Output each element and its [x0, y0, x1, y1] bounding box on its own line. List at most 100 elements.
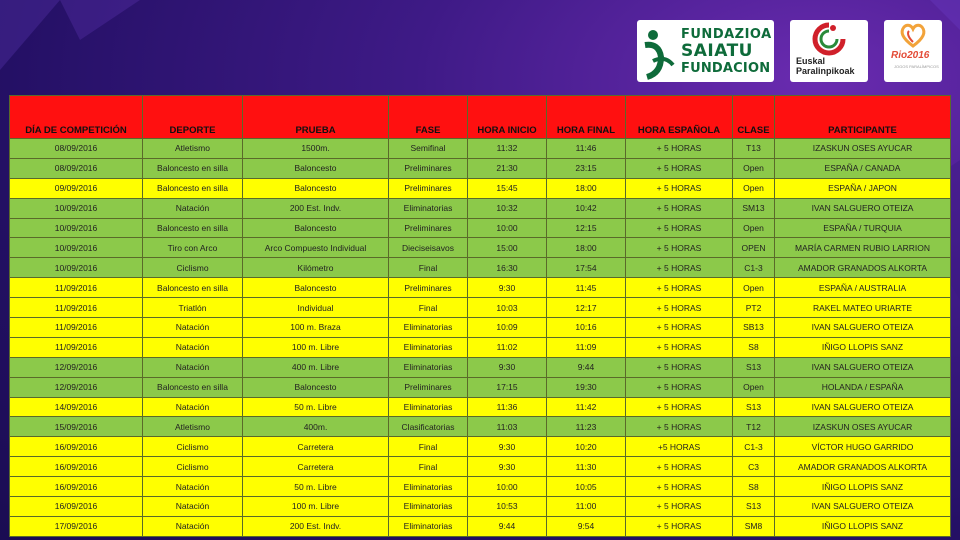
table-cell: + 5 HORAS	[625, 416, 733, 438]
table-cell: Baloncesto	[242, 376, 389, 398]
table-cell: + 5 HORAS	[625, 356, 733, 378]
table-cell: IÑIGO LLOPIS SANZ	[774, 515, 951, 537]
table-cell: PT2	[732, 297, 775, 319]
table-cell: Final	[388, 456, 468, 478]
rio-logo-text: Rio2016	[891, 50, 930, 61]
table-cell: Eliminatorias	[388, 396, 468, 418]
table-cell: 9:30	[467, 436, 547, 458]
table-cell: + 5 HORAS	[625, 396, 733, 418]
table-row: 11/09/2016 Triatlón Individual Final 10:03 12…	[9, 297, 951, 319]
table-cell: 17:54	[546, 257, 626, 279]
header-cell: PRUEBA	[242, 95, 389, 139]
table-cell: Final	[388, 297, 468, 319]
table-row: 10/09/2016 Natación 200 Est. Indv. Eliminat…	[9, 197, 951, 219]
table-cell: Preliminares	[388, 157, 468, 179]
table-cell: Preliminares	[388, 177, 468, 199]
table-row: 11/09/2016 Natación 100 m. Braza Eliminator…	[9, 317, 951, 338]
table-cell: 11:45	[546, 277, 626, 299]
table-cell: IÑIGO LLOPIS SANZ	[774, 476, 951, 498]
table-cell: 100 m. Braza	[242, 317, 389, 338]
table-cell: 18:00	[546, 177, 626, 199]
table-cell: + 5 HORAS	[625, 515, 733, 537]
table-cell: 400 m. Libre	[242, 356, 389, 378]
header-cell: HORA ESPAÑOLA	[625, 95, 733, 139]
table-cell: Natación	[142, 515, 243, 537]
table-cell: 17/09/2016	[9, 515, 143, 537]
table-cell: Natación	[142, 396, 243, 418]
table-cell: Open	[732, 217, 775, 239]
table-cell: 11/09/2016	[9, 297, 143, 319]
table-cell: + 5 HORAS	[625, 336, 733, 358]
table-cell: 16/09/2016	[9, 476, 143, 498]
table-cell: Eliminatorias	[388, 356, 468, 378]
table-cell: 16/09/2016	[9, 456, 143, 478]
table-cell: 23:15	[546, 157, 626, 179]
table-row: 09/09/2016 Baloncesto en silla Baloncesto P…	[9, 177, 951, 199]
table-cell: 11:02	[467, 336, 547, 358]
table-cell: ESPAÑA / JAPON	[774, 177, 951, 199]
table-cell: 10:05	[546, 476, 626, 498]
table-cell: + 5 HORAS	[625, 197, 733, 219]
table-cell: IVAN SALGUERO OTEIZA	[774, 356, 951, 378]
rio-logo-subtext: JOGOS PARALÍMPICOS	[894, 64, 939, 69]
table-cell: + 5 HORAS	[625, 217, 733, 239]
table-cell: 11:36	[467, 396, 547, 418]
table-cell: +5 HORAS	[625, 436, 733, 458]
table-cell: IZASKUN OSES AYUCAR	[774, 416, 951, 438]
table-cell: 18:00	[546, 237, 626, 259]
table-cell: Eliminatorias	[388, 476, 468, 498]
table-cell: 9:54	[546, 515, 626, 537]
euskal-emblem-icon	[812, 22, 846, 56]
table-cell: Triatlón	[142, 297, 243, 319]
table-cell: Eliminatorias	[388, 317, 468, 338]
table-cell: + 5 HORAS	[625, 237, 733, 259]
table-cell: Baloncesto	[242, 277, 389, 299]
header-cell: FASE	[388, 95, 468, 139]
header-cell: DÍA DE COMPETICIÓN	[9, 95, 143, 139]
fundazioa-saiatu-logo: FUNDAZIOA SAIATU FUNDACION	[637, 20, 774, 82]
table-cell: 12/09/2016	[9, 356, 143, 378]
table-cell: Individual	[242, 297, 389, 319]
table-cell: Clasificatorias	[388, 416, 468, 438]
table-cell: S13	[732, 396, 775, 418]
table-cell: 11:09	[546, 336, 626, 358]
table-cell: 11/09/2016	[9, 277, 143, 299]
table-cell: Atletismo	[142, 138, 243, 159]
competition-schedule-table: DÍA DE COMPETICIÓN DEPORTE PRUEBA FASE H…	[9, 95, 951, 537]
table-cell: AMADOR GRANADOS ALKORTA	[774, 257, 951, 279]
table-cell: 12:17	[546, 297, 626, 319]
table-cell: 9:30	[467, 456, 547, 478]
table-cell: IVAN SALGUERO OTEIZA	[774, 197, 951, 219]
table-cell: Eliminatorias	[388, 197, 468, 219]
table-cell: 10:00	[467, 217, 547, 239]
logo-text-line: SAIATU	[681, 41, 753, 61]
table-cell: Eliminatorias	[388, 515, 468, 537]
header-cell: HORA INICIO	[467, 95, 547, 139]
table-cell: 50 m. Libre	[242, 476, 389, 498]
table-cell: 15/09/2016	[9, 416, 143, 438]
table-cell: Atletismo	[142, 416, 243, 438]
table-cell: 12/09/2016	[9, 376, 143, 398]
table-cell: IVAN SALGUERO OTEIZA	[774, 317, 951, 338]
table-row: 16/09/2016 Ciclismo Carretera Final 9:30 11:3…	[9, 456, 951, 478]
table-row: 15/09/2016 Atletismo 400m. Clasificatorias 1…	[9, 416, 951, 438]
table-cell: SB13	[732, 317, 775, 338]
table-cell: 14/09/2016	[9, 396, 143, 418]
table-cell: SM8	[732, 515, 775, 537]
table-cell: HOLANDA / ESPAÑA	[774, 376, 951, 398]
table-cell: Kilómetro	[242, 257, 389, 279]
table-cell: + 5 HORAS	[625, 277, 733, 299]
table-cell: 10:03	[467, 297, 547, 319]
table-cell: ESPAÑA / AUSTRALIA	[774, 277, 951, 299]
table-cell: 16/09/2016	[9, 436, 143, 458]
header-cell: DEPORTE	[142, 95, 243, 139]
table-cell: IZASKUN OSES AYUCAR	[774, 138, 951, 159]
table-cell: Final	[388, 436, 468, 458]
table-row: 17/09/2016 Natación 200 Est. Indv. Eliminat…	[9, 515, 951, 537]
table-cell: 11:23	[546, 416, 626, 438]
header-cell: HORA FINAL	[546, 95, 626, 139]
table-cell: Natación	[142, 496, 243, 517]
table-cell: Preliminares	[388, 217, 468, 239]
table-cell: 10:20	[546, 436, 626, 458]
header-cell: PARTICIPANTE	[774, 95, 951, 139]
